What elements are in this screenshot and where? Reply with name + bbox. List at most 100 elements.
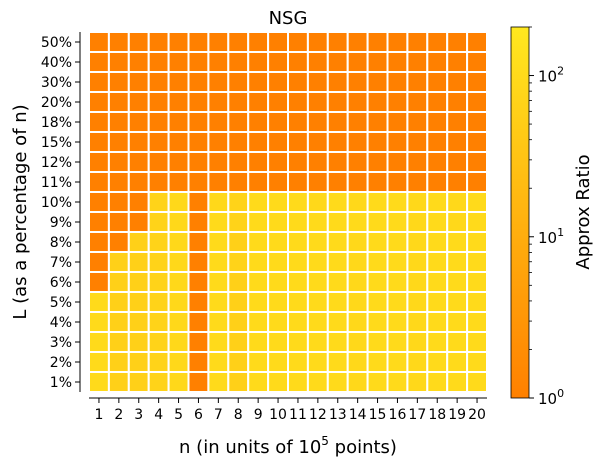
heatmap-cell: [346, 151, 369, 173]
heatmap-cell: [446, 271, 469, 293]
heatmap-cell: [187, 171, 210, 193]
y-tick-label: 3%: [50, 335, 72, 351]
heatmap-cell: [127, 91, 150, 113]
heatmap-cell: [267, 371, 290, 393]
heatmap-cell: [326, 231, 349, 253]
heatmap-cell: [406, 331, 429, 353]
heatmap-cell: [406, 311, 429, 333]
heatmap-cell: [107, 91, 130, 113]
y-tick-label: 10%: [41, 195, 72, 211]
heatmap-cell: [466, 351, 489, 373]
heatmap-cell: [466, 151, 489, 173]
heatmap-cell: [167, 331, 190, 353]
heatmap-cell: [466, 291, 489, 313]
heatmap-cell: [88, 291, 110, 313]
heatmap-cell: [227, 271, 250, 293]
heatmap-cell: [207, 91, 230, 113]
heatmap-cell: [446, 31, 469, 53]
heatmap-cell: [466, 271, 489, 293]
heatmap-cell: [306, 251, 329, 273]
x-tick-label: 10: [269, 407, 287, 423]
heatmap-cell: [247, 371, 270, 393]
heatmap-cell: [187, 151, 210, 173]
heatmap-cell: [127, 311, 150, 333]
y-tick-label: 40%: [41, 55, 72, 71]
heatmap-cell: [147, 111, 170, 133]
heatmap-cell: [306, 231, 329, 253]
heatmap-cell: [127, 131, 150, 153]
heatmap-cell: [287, 291, 309, 313]
heatmap-cell: [406, 251, 429, 273]
heatmap-cell: [227, 51, 250, 73]
colorbar: [510, 26, 530, 399]
heatmap-cell: [326, 71, 349, 93]
heatmap-cell: [346, 211, 369, 233]
heatmap-cell: [267, 251, 290, 273]
heatmap-cell: [267, 71, 290, 93]
heatmap-cell: [127, 211, 150, 233]
heatmap-cell: [426, 71, 449, 93]
x-tick-label: 9: [254, 407, 263, 423]
x-tick-label: 15: [369, 407, 387, 423]
heatmap-cell: [287, 211, 309, 233]
heatmap-cell: [426, 371, 449, 393]
heatmap-cell: [306, 131, 329, 153]
heatmap-cell: [326, 291, 349, 313]
heatmap-cell: [207, 311, 230, 333]
heatmap-cell: [127, 71, 150, 93]
heatmap-cell: [187, 31, 210, 53]
heatmap-cell: [346, 131, 369, 153]
heatmap-cell: [346, 371, 369, 393]
heatmap-cell: [247, 51, 270, 73]
heatmap-cell: [386, 291, 409, 313]
heatmap-cell: [167, 311, 190, 333]
heatmap-cell: [107, 31, 130, 53]
heatmap-cell: [88, 211, 110, 233]
heatmap-cell: [267, 191, 290, 213]
heatmap-cells: [88, 31, 489, 393]
heatmap-cell: [466, 111, 489, 133]
heatmap-cell: [287, 131, 309, 153]
heatmap-cell: [426, 131, 449, 153]
heatmap-cell: [88, 251, 110, 273]
heatmap-cell: [406, 191, 429, 213]
heatmap-cell: [267, 31, 290, 53]
heatmap-cell: [167, 351, 190, 373]
heatmap-cell: [227, 251, 250, 273]
heatmap-cell: [326, 31, 349, 53]
heatmap-cell: [466, 51, 489, 73]
heatmap-cell: [147, 51, 170, 73]
heatmap-cell: [466, 371, 489, 393]
heatmap-cell: [386, 111, 409, 133]
heatmap-cell: [406, 151, 429, 173]
heatmap-cell: [326, 51, 349, 73]
heatmap-cell: [147, 351, 170, 373]
heatmap-cell: [247, 131, 270, 153]
heatmap-cell: [466, 191, 489, 213]
heatmap-cell: [326, 91, 349, 113]
heatmap-cell: [386, 191, 409, 213]
heatmap-cell: [446, 171, 469, 193]
heatmap-cell: [466, 211, 489, 233]
y-tick-label: 6%: [50, 275, 72, 291]
heatmap-cell: [247, 311, 270, 333]
x-tick-labels: 1 2 3 4 5 6 7 8 9 10 11 12 13 14 15 16 17 18 19 20: [94, 398, 486, 423]
heatmap-cell: [346, 171, 369, 193]
heatmap-cell: [167, 371, 190, 393]
heatmap-cell: [88, 311, 110, 333]
heatmap-cell: [366, 291, 389, 313]
heatmap-cell: [287, 171, 309, 193]
heatmap-cell: [426, 351, 449, 373]
heatmap-cell: [426, 231, 449, 253]
heatmap-cell: [247, 331, 270, 353]
x-tick-label: 13: [329, 407, 347, 423]
heatmap-cell: [247, 71, 270, 93]
heatmap-cell: [346, 91, 369, 113]
heatmap-cell: [147, 291, 170, 313]
heatmap-cell: [207, 71, 230, 93]
heatmap-cell: [207, 111, 230, 133]
heatmap-cell: [446, 311, 469, 333]
x-tick-label: 7: [214, 407, 223, 423]
heatmap-cell: [227, 151, 250, 173]
